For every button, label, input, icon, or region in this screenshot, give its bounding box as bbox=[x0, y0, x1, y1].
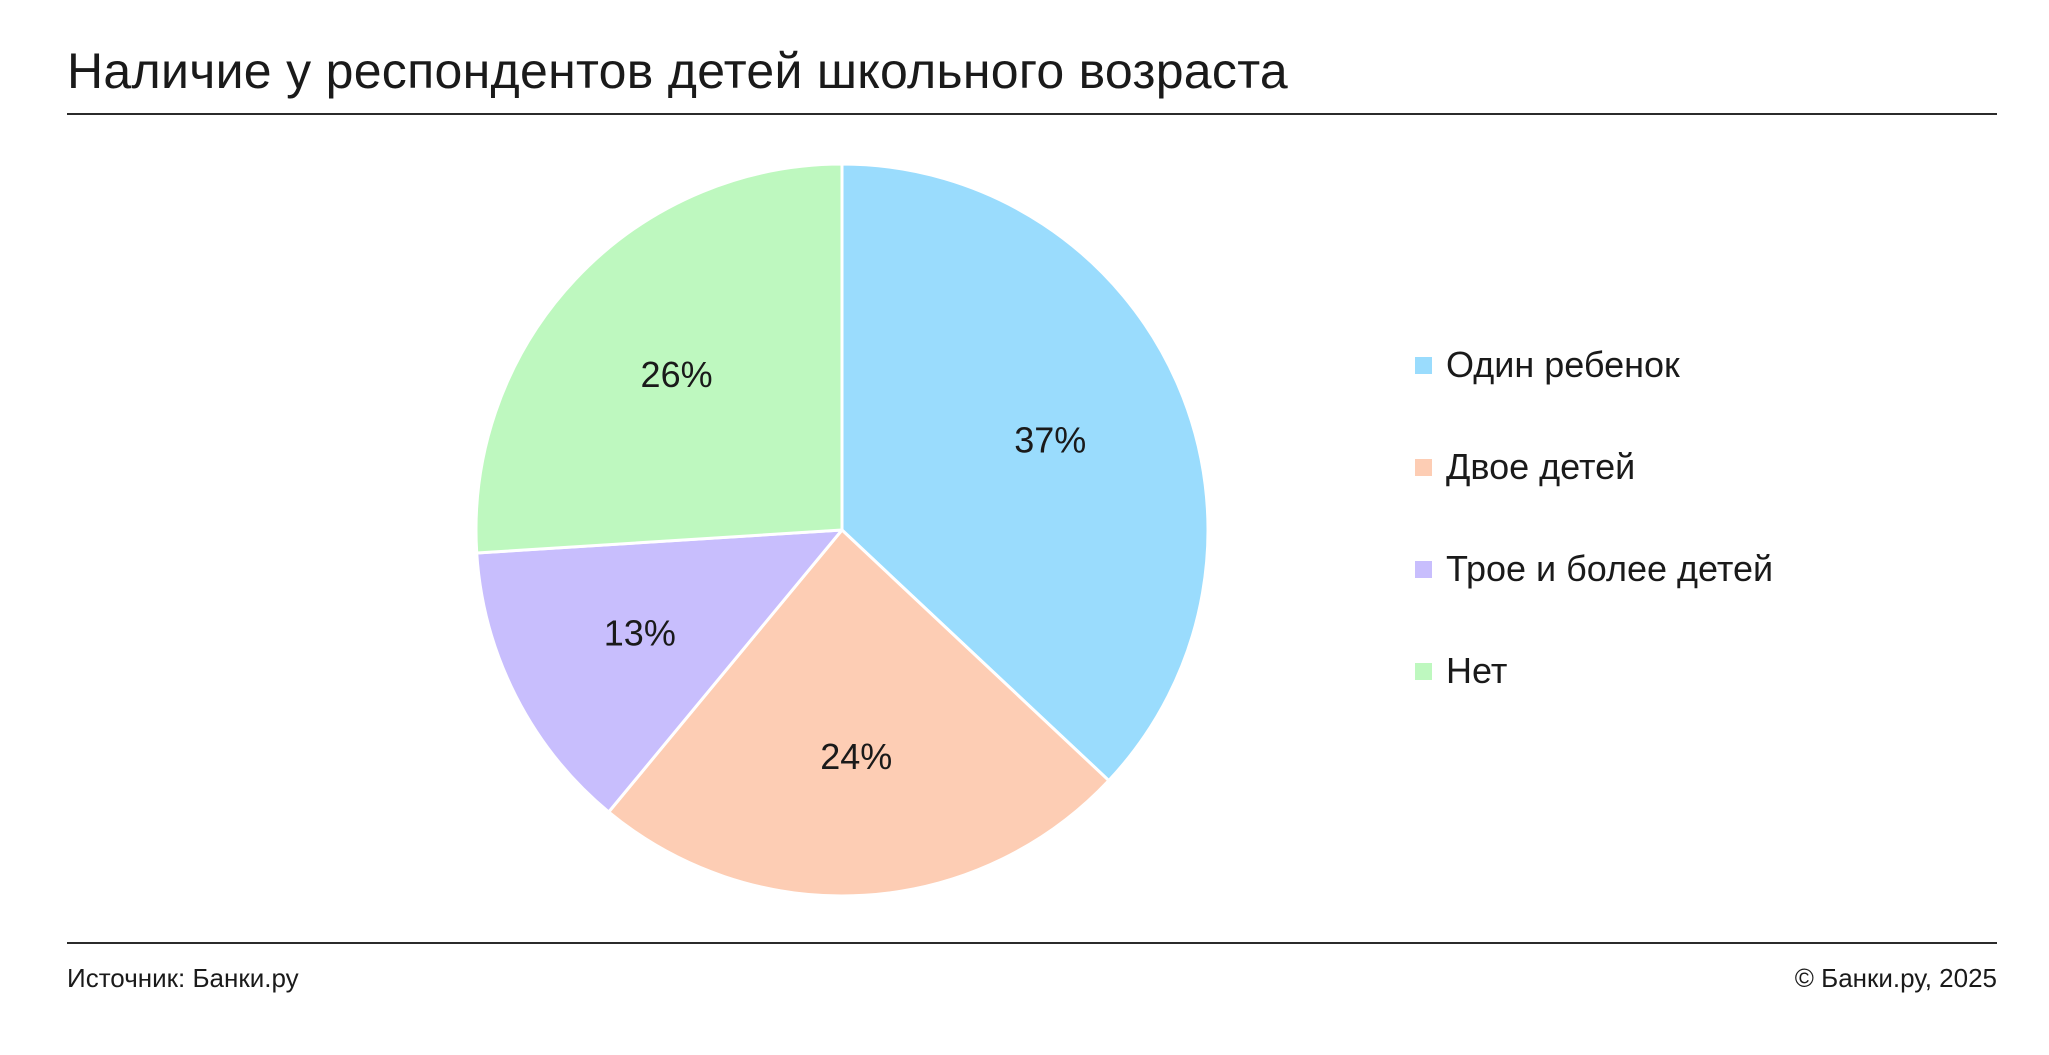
source-note: Источник: Банки.ру bbox=[67, 963, 299, 993]
legend-label: Нет bbox=[1446, 650, 1508, 691]
legend-swatch bbox=[1415, 458, 1432, 476]
chart-title: Наличие у респондентов детей школьного в… bbox=[67, 43, 1288, 99]
pie-slice-two-children bbox=[607, 528, 1111, 898]
slice-label-two-children: 24% bbox=[820, 736, 892, 777]
pie-slice-none bbox=[474, 162, 844, 555]
legend-item-one-child: Один ребенок bbox=[1415, 344, 1773, 385]
legend-swatch bbox=[1415, 560, 1432, 578]
slice-label-one-child: 37% bbox=[1014, 419, 1086, 460]
legend-item-none: Нет bbox=[1415, 650, 1773, 691]
slice-label-none: 26% bbox=[641, 354, 713, 395]
pie-slice-one-child bbox=[840, 162, 1210, 783]
legend-item-two-children: Двое детей bbox=[1415, 446, 1773, 487]
legend-label: Трое и более детей bbox=[1446, 548, 1774, 589]
copyright-note: © Банки.ру, 2025 bbox=[1794, 963, 1997, 993]
slice-label-three-plus-children: 13% bbox=[604, 613, 676, 654]
legend-swatch bbox=[1415, 356, 1432, 374]
title-divider bbox=[67, 113, 1997, 115]
legend-swatch bbox=[1415, 662, 1432, 680]
legend-label: Двое детей bbox=[1446, 446, 1636, 487]
footer-divider bbox=[67, 942, 1997, 944]
legend-item-three-plus-children: Трое и более детей bbox=[1415, 548, 1774, 589]
legend-label: Один ребенок bbox=[1446, 344, 1680, 385]
chart-legend: Один ребенок Двое детей Трое и более дет… bbox=[1415, 344, 1774, 753]
pie-slice-three-plus-children bbox=[475, 528, 844, 814]
